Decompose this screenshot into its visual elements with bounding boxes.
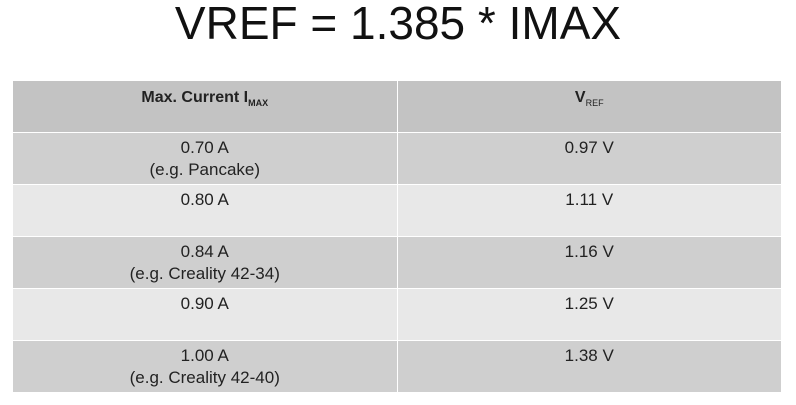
cell-line: (e.g. Pancake): [149, 160, 261, 179]
table-cell: 0.84 A (e.g. Creality 42-34): [12, 236, 398, 289]
cell-line: (e.g. Creality 42-34): [129, 264, 280, 283]
table-cell: 0.80 A: [12, 184, 398, 237]
header-cell: VREF: [396, 80, 782, 133]
vref-table: Max. Current IMAX VREF 0.70 A (e.g. Pancak…: [12, 80, 782, 393]
cell-line: 0.84 A: [180, 242, 229, 261]
table-cell: 1.11 V: [396, 184, 782, 237]
header-row: Max. Current IMAX VREF: [12, 80, 782, 133]
cell-line: 0.70 A: [180, 138, 229, 157]
table-cell: 0.90 A: [12, 288, 398, 341]
table-cell: 0.97 V: [396, 132, 782, 185]
cell-line: 0.80 A: [180, 190, 229, 209]
cell-line: 1.16 V: [564, 242, 614, 261]
header-subscript: MAX: [248, 98, 269, 108]
cell-line: 1.25 V: [564, 294, 614, 313]
cell-line: 0.90 A: [180, 294, 229, 313]
header-text: V: [574, 89, 586, 106]
table-cell: 1.25 V: [396, 288, 782, 341]
slide-title: VREF = 1.385 * IMAX: [174, 0, 622, 49]
header-subscript: REF: [585, 98, 604, 108]
table-row: 0.84 A (e.g. Creality 42-34) 1.16 V: [12, 236, 782, 289]
cell-line: 1.00 A: [180, 346, 229, 365]
header-cell: Max. Current IMAX: [12, 80, 398, 133]
table-cell: 1.38 V: [396, 340, 782, 393]
table-row: 0.80 A 1.11 V: [12, 184, 782, 237]
table-header: Max. Current IMAX VREF: [12, 80, 782, 133]
cell-line: 1.11 V: [565, 190, 614, 209]
table-row: 1.00 A (e.g. Creality 42-40) 1.38 V: [12, 340, 782, 393]
cell-line: (e.g. Creality 42-40): [129, 368, 280, 387]
table-cell: 1.16 V: [396, 236, 782, 289]
table-body: 0.70 A (e.g. Pancake) 0.97 V 0.80 A 1.11 V 0.…: [12, 132, 782, 393]
table-row: 0.70 A (e.g. Pancake) 0.97 V: [12, 132, 782, 185]
table-row: 0.90 A 1.25 V: [12, 288, 782, 341]
cell-line: 1.38 V: [564, 346, 614, 365]
table-cell: 1.00 A (e.g. Creality 42-40): [12, 340, 398, 393]
header-text: Max. Current I: [141, 89, 249, 106]
table-cell: 0.70 A (e.g. Pancake): [12, 132, 398, 185]
cell-line: 0.97 V: [564, 138, 614, 157]
